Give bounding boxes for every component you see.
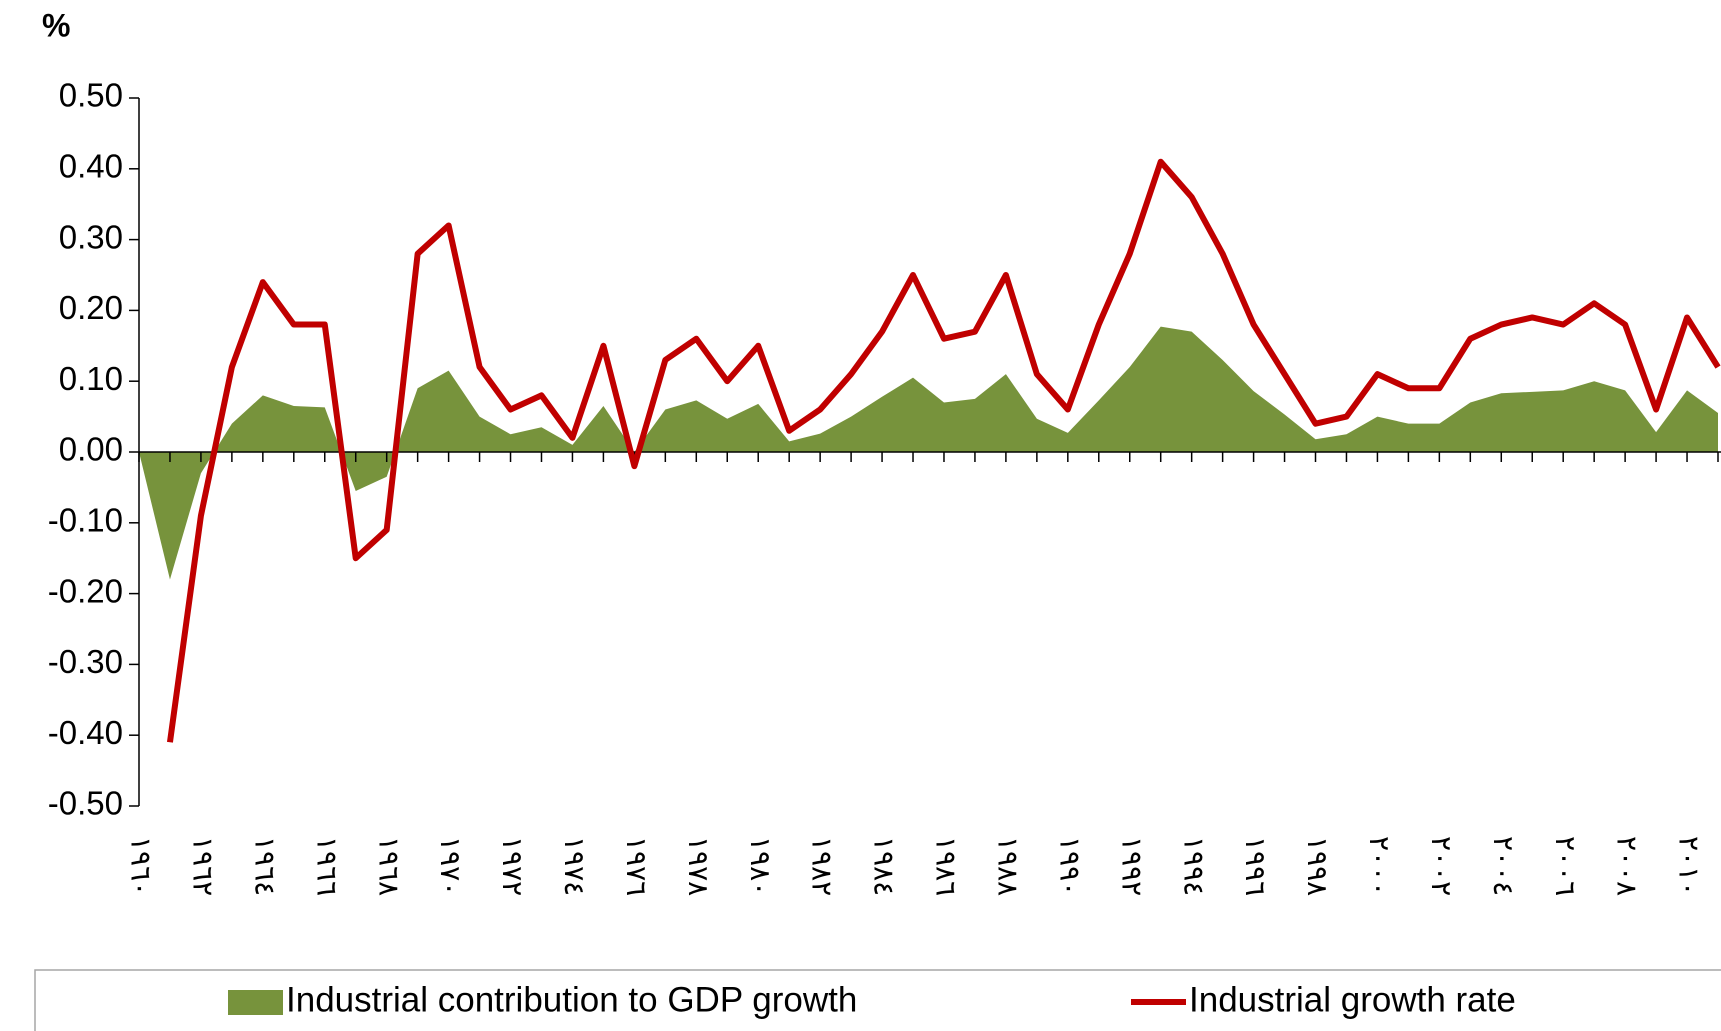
x-tick-label: ١٩٦٨: [373, 836, 404, 896]
x-tick-label: ١٩٩٤: [1178, 836, 1209, 896]
x-tick-label: ١٩٦٢: [188, 836, 219, 896]
legend-box: [34, 969, 1721, 1031]
x-tick-label: ٢٠١٠: [1674, 836, 1705, 896]
y-tick-label: -0.10: [48, 502, 123, 539]
x-tick-label: ١٩٩٦: [1240, 836, 1271, 896]
y-tick-label: 0.30: [59, 218, 123, 255]
legend-label: Industrial growth rate: [1189, 980, 1516, 1019]
y-tick-label: -0.50: [48, 785, 123, 822]
y-tick-label: 0.10: [59, 360, 123, 397]
x-tick-label: ٢٠٠٢: [1426, 836, 1457, 896]
x-tick-label: ٢٠٠٦: [1550, 836, 1581, 896]
x-tick-label: ٢٠٠٠: [1364, 836, 1395, 896]
x-tick-label: ١٩٨٨: [993, 836, 1024, 896]
y-tick-label: 0.00: [59, 431, 123, 468]
x-tick-label: ١٩٨٤: [869, 836, 900, 896]
y-tick-label: 0.40: [59, 148, 123, 185]
y-tick-label: 0.50: [59, 77, 123, 114]
x-tick-label: ١٩٩٠: [1054, 836, 1085, 896]
x-tick-label: ١٩٩٢: [1116, 836, 1147, 896]
x-tick-label: ١٩٨٢: [807, 836, 838, 896]
x-tick-label: ١٩٦٦: [311, 836, 342, 896]
legend-label: Industrial contribution to GDP growth: [286, 980, 857, 1019]
x-tick-label: ١٩٧٦: [621, 836, 652, 896]
x-tick-label: ١٩٦٠: [126, 836, 157, 896]
x-tick-label: ٢٠٠٤: [1488, 836, 1519, 896]
x-tick-label: ١٩٧٢: [497, 836, 528, 896]
legend-swatch: [228, 990, 283, 1015]
x-tick-label: ١٩٧٠: [435, 836, 466, 896]
x-tick-label: ٢٠٠٨: [1612, 836, 1643, 896]
y-tick-label: -0.30: [48, 643, 123, 680]
x-tick-label: ١٩٦٤: [249, 836, 280, 896]
chart-title: %: [42, 7, 70, 43]
x-tick-label: ١٩٧٤: [559, 836, 590, 896]
x-tick-label: ١٩٩٨: [1302, 836, 1333, 896]
line: [166, 158, 1721, 743]
x-tick-label: ١٩٨٠: [745, 836, 776, 896]
y-tick-label: -0.40: [48, 714, 123, 751]
y-tick-label: 0.20: [59, 289, 123, 326]
y-tick-label: -0.20: [48, 572, 123, 609]
x-tick-label: ١٩٨٦: [931, 836, 962, 896]
x-tick-label: ١٩٧٨: [683, 836, 714, 896]
